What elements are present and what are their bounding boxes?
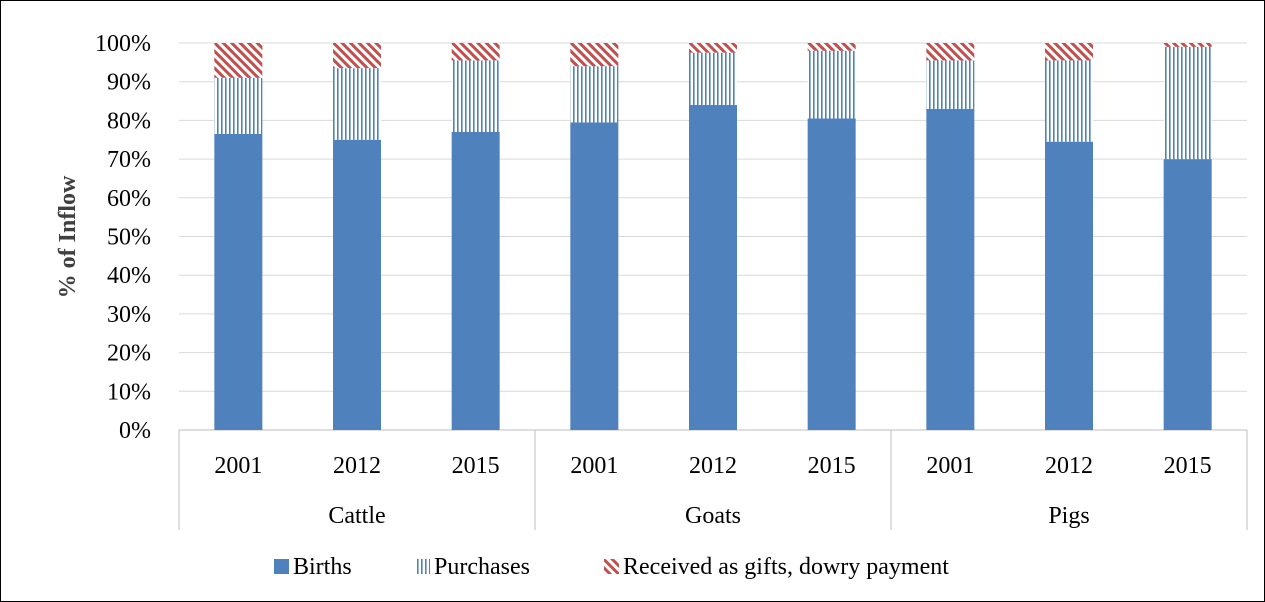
y-tick-label: 0% [119, 418, 151, 444]
legend-swatch [415, 559, 430, 574]
x-group-label: Pigs [1048, 503, 1089, 529]
bar-segment-purchases [1045, 60, 1093, 142]
y-tick-label: 70% [107, 147, 151, 173]
x-category-label: 2012 [1045, 453, 1093, 479]
bar-segment-births [926, 108, 975, 430]
y-tick-label: 30% [107, 302, 151, 328]
x-category-label: 2001 [214, 453, 262, 479]
x-group-label: Cattle [328, 503, 385, 529]
x-category-label: 2012 [333, 453, 381, 479]
bar-segment-births [570, 122, 619, 431]
x-category-label: 2015 [452, 453, 500, 479]
y-axis-ticks: 0% 10% 20% 30% 40% 50% 60% 70% 80% 90% 100% [95, 31, 151, 444]
x-group-label: Goats [685, 503, 741, 529]
bar-segment-received [570, 43, 619, 67]
bar-segment-births [333, 139, 381, 430]
bar-segment-births [1163, 159, 1212, 430]
legend-label: Received as gifts, dowry payment [623, 554, 949, 580]
legend-swatch [274, 559, 289, 574]
bars [214, 43, 1212, 431]
bar-segment-received [1163, 43, 1212, 47]
bar-segment-received [451, 43, 500, 61]
y-tick-label: 90% [107, 70, 151, 96]
legend-label: Purchases [434, 554, 530, 580]
bar-segment-purchases [689, 52, 737, 105]
legend-swatch [604, 559, 619, 574]
bar-segment-received [214, 43, 263, 78]
bar-segment-births [214, 133, 263, 430]
bar-segment-purchases [1163, 46, 1212, 160]
bar-segment-purchases [807, 50, 856, 119]
bar-segment-received [333, 43, 381, 69]
bar-segment-births [689, 104, 737, 431]
bar-segment-received [689, 43, 737, 53]
bar-segment-births [807, 118, 856, 430]
y-tick-label: 40% [107, 263, 151, 289]
x-category-label: 2001 [570, 453, 618, 479]
y-tick-label: 100% [95, 31, 151, 57]
x-category-label: 2015 [1164, 453, 1212, 479]
bar-segment-purchases [214, 77, 263, 134]
x-axis: 2001 2012 2015 Cattle 2001 2012 2015 Goats 2001 2… [178, 430, 1248, 530]
bar-segment-received [807, 43, 856, 51]
legend: Births Purchases Received as gifts, dowry … [274, 554, 949, 580]
bar-segment-received [926, 43, 975, 61]
bar-segment-received [1045, 43, 1093, 61]
x-category-label: 2015 [808, 453, 856, 479]
legend-label: Births [293, 554, 352, 580]
y-tick-label: 20% [107, 341, 151, 367]
bar-segment-births [1045, 141, 1093, 430]
bar-segment-births [451, 132, 500, 430]
bar-segment-purchases [570, 66, 619, 123]
y-tick-label: 50% [107, 225, 151, 251]
bar-segment-purchases [333, 68, 381, 140]
y-tick-label: 80% [107, 108, 151, 134]
x-category-label: 2001 [926, 453, 974, 479]
bar-segment-purchases [926, 60, 975, 109]
y-axis-label: % of Inflow [55, 175, 81, 298]
x-category-label: 2012 [689, 453, 737, 479]
bar-segment-purchases [451, 60, 500, 133]
y-tick-label: 10% [107, 379, 151, 405]
y-tick-label: 60% [107, 186, 151, 212]
